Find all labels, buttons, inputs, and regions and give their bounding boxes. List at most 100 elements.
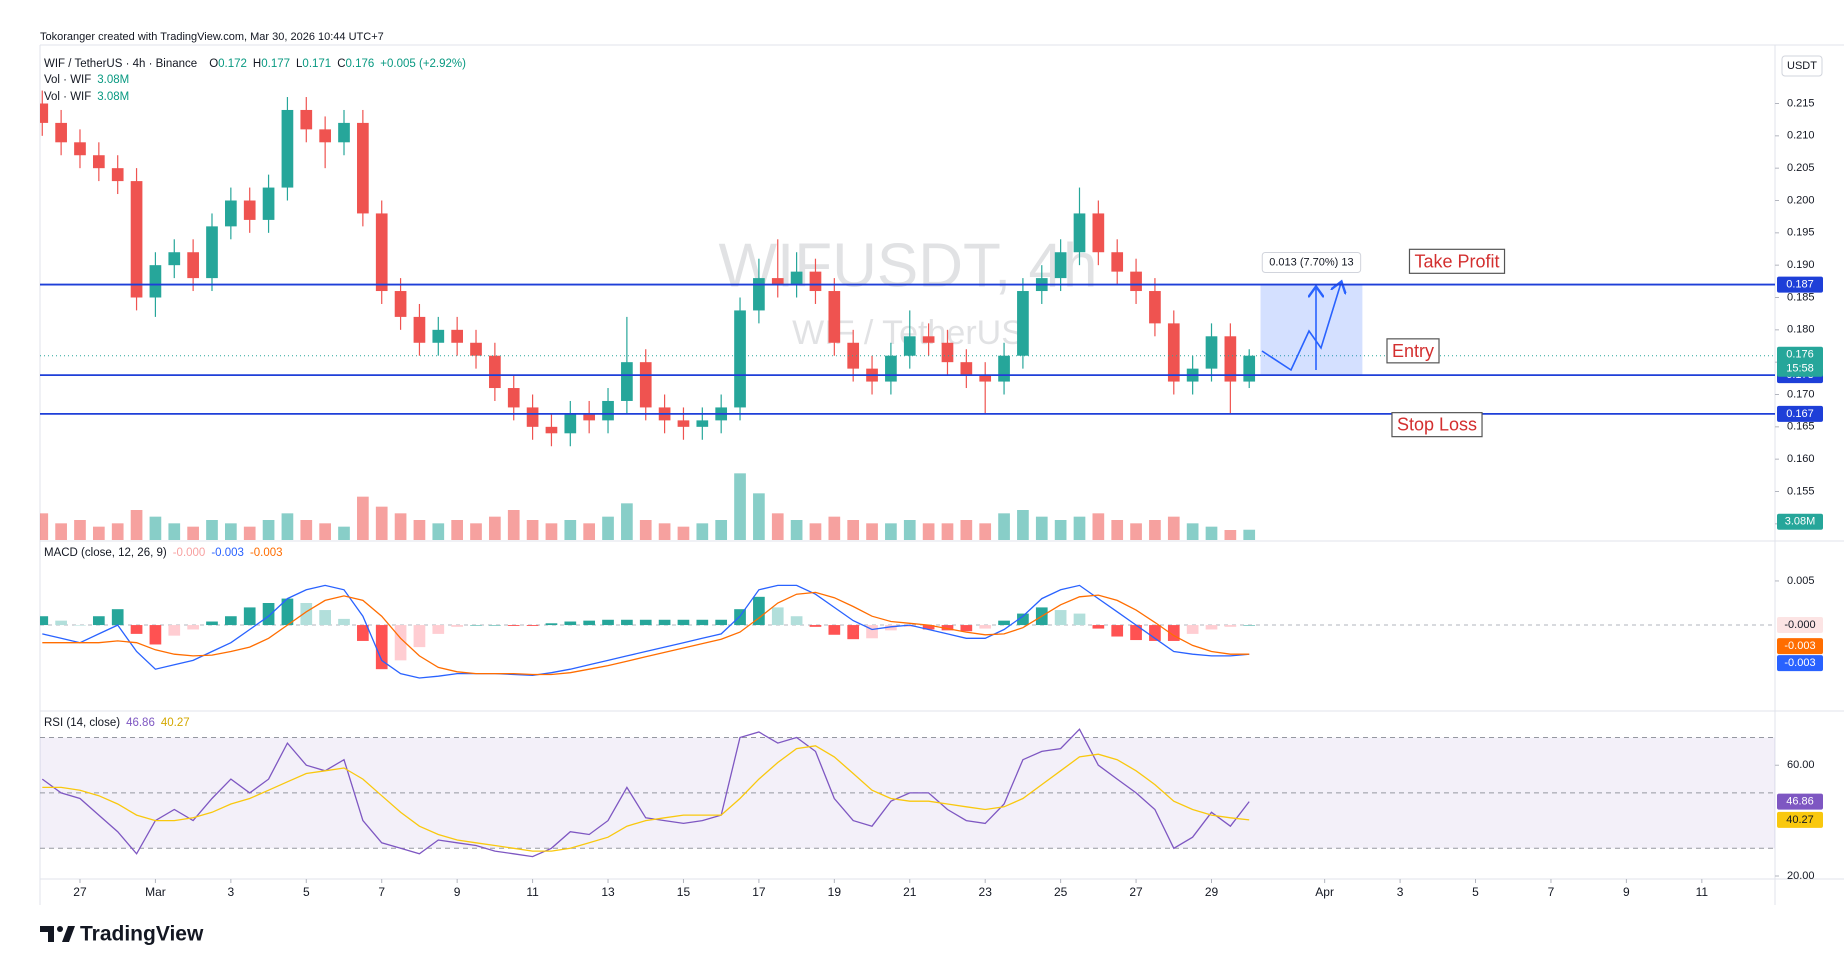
candle-body — [74, 142, 86, 156]
volume-bar — [828, 516, 841, 540]
volume-bar — [639, 520, 652, 540]
macd-histogram-bar — [621, 619, 633, 626]
candle-body — [526, 407, 539, 427]
volume-bar — [1205, 526, 1218, 540]
y-tick-label: 0.170 — [1787, 388, 1815, 400]
candle-body — [960, 362, 973, 376]
volume-bar — [677, 526, 690, 540]
macd-signal-value: -0.003 — [250, 547, 283, 559]
rsi-ma-value: 40.27 — [161, 717, 190, 729]
macd-histogram-bar — [545, 623, 558, 626]
x-tick-label: Apr — [1315, 885, 1334, 899]
y-tick-label: 0.215 — [1787, 97, 1815, 109]
macd-hist-value: -0.000 — [173, 547, 206, 559]
volume-bar — [206, 520, 218, 540]
x-tick-label: 5 — [303, 885, 310, 899]
macd-histogram-bar — [677, 619, 690, 626]
macd-badge-bg — [1777, 655, 1823, 672]
candle-body — [564, 413, 577, 434]
volume-bar — [319, 523, 331, 540]
macd-histogram-bar — [225, 616, 237, 626]
rsi-ma-badge: 40.27 — [1786, 814, 1814, 826]
volume-bar — [432, 523, 445, 540]
volume-bar — [734, 473, 746, 540]
macd-histogram-bar — [1054, 610, 1067, 626]
macd-histogram-bar — [998, 620, 1010, 626]
candle-body — [1243, 355, 1256, 382]
volume-bar — [1073, 516, 1086, 540]
candle-body — [639, 362, 652, 408]
y-tick-label: 0.005 — [1787, 575, 1815, 587]
candle-body — [1205, 336, 1218, 369]
volume-badge-bg — [1777, 513, 1823, 530]
macd-histogram-bar — [507, 625, 520, 626]
macd-histogram-bar — [941, 625, 954, 631]
candle-body — [1092, 213, 1105, 253]
volume-bar — [281, 513, 294, 540]
x-tick-label: 11 — [1696, 885, 1709, 899]
y-tick-label: 0.200 — [1787, 194, 1815, 206]
volume-bar — [790, 520, 803, 540]
macd-histogram-bar — [658, 619, 671, 626]
price-badge: 0.176 — [1786, 349, 1814, 361]
rsi-badge: 46.86 — [1786, 796, 1814, 808]
candle-body — [903, 336, 916, 356]
x-tick-label: 3 — [228, 885, 235, 899]
candle-body — [1073, 213, 1086, 253]
volume-bar — [92, 526, 105, 540]
position-arrows — [1261, 283, 1341, 372]
level-badge-bg — [1777, 276, 1823, 293]
volume-bar — [1017, 510, 1029, 540]
candle-body — [375, 213, 388, 292]
axes: 27 Mar 3 5 7 9 11 13 15 17 19 21 23 25 27 29 Apr 3 5 7 9 11 0.… — [40, 97, 1823, 899]
volume-bar — [1149, 520, 1161, 540]
x-tick-label: 21 — [903, 885, 917, 899]
volume-bar — [922, 523, 935, 540]
volume-badge: 3.08M — [1785, 516, 1816, 528]
volume-bar — [1243, 529, 1256, 540]
macd-histogram-bar — [92, 616, 105, 626]
rsi-badge-bg — [1777, 793, 1823, 810]
macd-histogram-bar — [375, 625, 388, 670]
candle-body — [1149, 291, 1161, 324]
volume-bar — [489, 516, 501, 540]
macd-histogram-bar — [1017, 613, 1029, 626]
currency-box: USDT — [1781, 55, 1823, 77]
candle-body — [1130, 271, 1142, 292]
macd-histogram-bar — [206, 621, 218, 626]
macd-histogram-bar — [526, 625, 539, 626]
candle-body — [357, 122, 369, 214]
volume-bar — [1035, 516, 1048, 540]
candle-body — [168, 252, 181, 266]
x-tick-label: 19 — [828, 885, 842, 899]
volume-bar — [1224, 530, 1237, 540]
x-tick-label: 7 — [378, 885, 385, 899]
brand-logo: TradingView — [40, 923, 204, 946]
candle-body — [111, 168, 124, 182]
volume-bar — [998, 513, 1010, 540]
projection-arrow — [1261, 283, 1341, 372]
macd-histogram-bar — [394, 625, 407, 661]
candle-body — [828, 291, 841, 343]
volume-bar — [149, 516, 162, 540]
macd-histogram-bar — [1130, 625, 1142, 641]
volume-bar — [885, 523, 897, 540]
macd-histogram-bar — [771, 607, 784, 626]
currency-label: USDT — [1787, 60, 1817, 72]
candle-body — [696, 420, 709, 427]
candle-body — [470, 342, 482, 356]
level-name: Entry — [1392, 341, 1434, 361]
volume-bar — [847, 520, 860, 540]
volume-bar — [602, 516, 614, 540]
candle-body — [621, 362, 633, 401]
candle-body — [1167, 323, 1180, 382]
candle-body — [413, 316, 426, 343]
y-tick-label: 0.205 — [1787, 162, 1815, 174]
macd-histogram-bar — [243, 607, 256, 626]
macd-histogram-bar — [903, 625, 916, 627]
candle-body — [55, 122, 67, 143]
macd-line — [42, 591, 1250, 676]
level-name: Stop Loss — [1397, 415, 1477, 435]
volume-bar — [564, 520, 577, 540]
